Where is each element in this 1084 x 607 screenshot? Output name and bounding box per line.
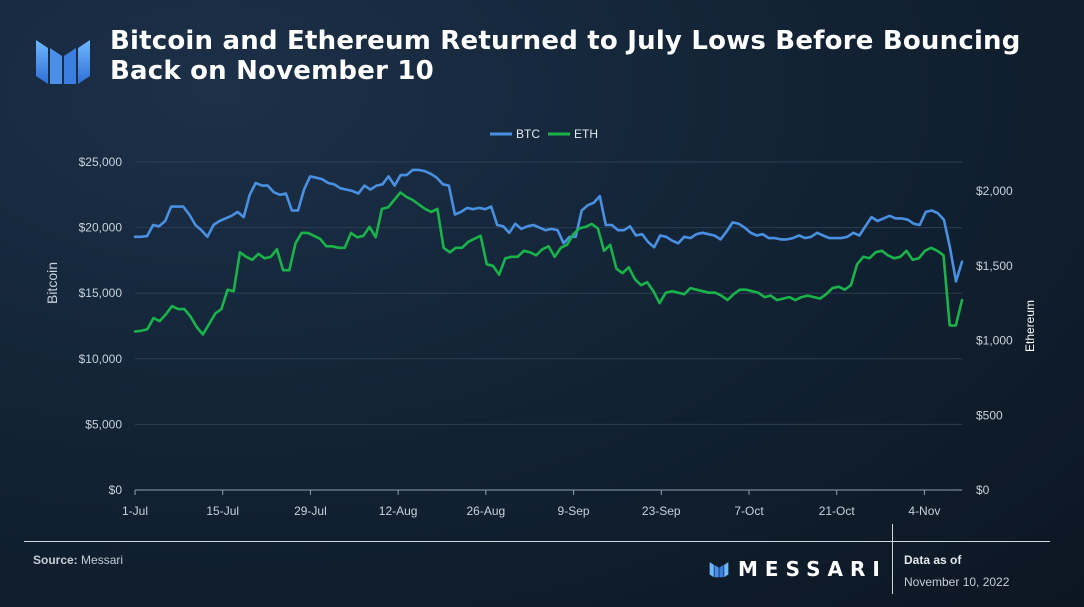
chart: $0 $5,000 $10,000 $15,000 $20,000 $25,000 $0 $5… [44, 127, 1037, 518]
messari-logo-icon [36, 40, 90, 84]
y-right-tick-label: $1,500 [976, 259, 1013, 273]
x-tick-label: 1-Jul [122, 504, 148, 518]
data-as-of-date: November 10, 2022 [904, 575, 1010, 589]
y-left-tick-label: $20,000 [79, 221, 123, 235]
y-left-axis-title: Bitcoin [44, 262, 60, 304]
x-tick-label: 21-Oct [819, 504, 856, 518]
chart-title: Bitcoin and Ethereum Returned to July Lo… [110, 26, 1021, 86]
x-tick-label: 29-Jul [294, 504, 327, 518]
x-tick-label: 26-Aug [466, 504, 505, 518]
x-tick-label: 9-Sep [558, 504, 590, 518]
source-label: Source: [33, 553, 78, 567]
x-tick-label: 15-Jul [206, 504, 239, 518]
series-line-btc [133, 168, 964, 283]
data-as-of-label: Data as of [904, 553, 962, 567]
y-left-tick-label: $0 [109, 483, 123, 497]
footer-divider [24, 541, 1050, 542]
brand-mark: MESSARI [708, 557, 887, 581]
y-left-tick-label: $5,000 [85, 417, 122, 431]
source-value: Messari [81, 553, 124, 567]
brand-wordmark: MESSARI [738, 557, 887, 581]
legend-label-btc: BTC [516, 127, 540, 141]
x-tick-label: 7-Oct [734, 504, 764, 518]
x-tick-label: 12-Aug [379, 504, 418, 518]
y-left-tick-label: $10,000 [79, 352, 123, 366]
y-right-tick-label: $2,000 [976, 184, 1013, 198]
x-tick-label: 4-Nov [908, 504, 940, 518]
y-left-tick-label: $15,000 [79, 286, 123, 300]
y-left-tick-label: $25,000 [79, 155, 123, 169]
y-right-axis-title: Ethereum [1023, 300, 1037, 352]
x-tick-label: 23-Sep [642, 504, 681, 518]
messari-brand-icon [709, 562, 729, 578]
y-right-tick-label: $0 [976, 483, 990, 497]
y-right-tick-label: $500 [976, 408, 1003, 422]
legend-label-eth: ETH [574, 127, 598, 141]
source-note: Source: Messari [33, 553, 123, 567]
footer-vertical-divider [892, 524, 893, 594]
series-line-eth [133, 191, 964, 336]
y-right-tick-label: $1,000 [976, 334, 1013, 348]
